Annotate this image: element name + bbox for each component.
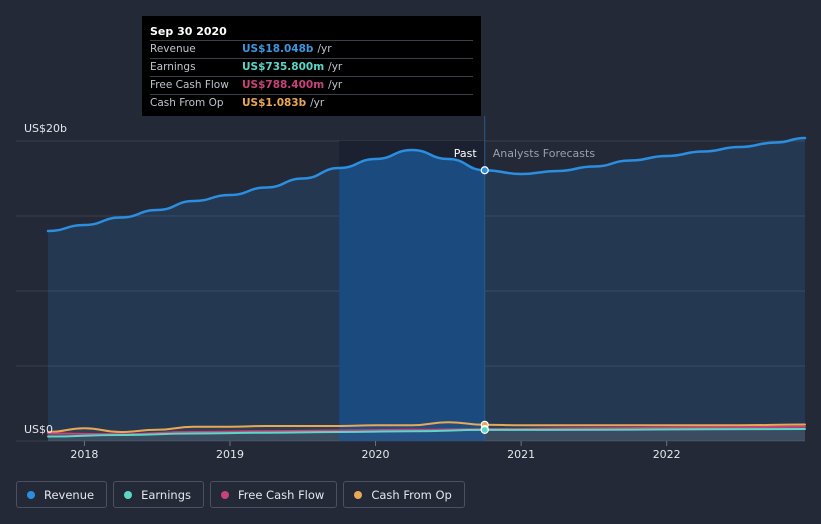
tooltip-row-free-cash-flow: Free Cash Flow US$788.400m /yr: [150, 76, 473, 94]
legend-dot-icon: [221, 490, 229, 499]
revenue-line: [46, 136, 807, 233]
legend-item-earnings[interactable]: Earnings: [113, 481, 204, 508]
x-tick-label: 2019: [216, 448, 244, 461]
series-areas: [48, 138, 805, 441]
x-tick-label: 2018: [70, 448, 98, 461]
tooltip-label: Earnings: [150, 61, 196, 73]
series-lines: [46, 136, 807, 438]
y-axis-label-bottom: US$0: [24, 423, 53, 436]
tooltip-row-earnings: Earnings US$735.800m /yr: [150, 58, 473, 76]
tooltip-unit: /yr: [310, 97, 325, 109]
legend-dot-icon: [124, 490, 133, 499]
legend-item-revenue[interactable]: Revenue: [16, 481, 108, 508]
x-tick-label: 2020: [362, 448, 390, 461]
x-tick-label: 2022: [653, 448, 681, 461]
tooltip-unit: /yr: [317, 43, 332, 55]
tooltip-value: US$735.800m: [242, 61, 325, 73]
tooltip-unit: /yr: [328, 61, 343, 73]
legend-label: Revenue: [44, 487, 95, 502]
tooltip-row-revenue: Revenue US$18.048b /yr: [150, 40, 473, 58]
free-cash-flow-line: [47, 425, 806, 436]
tooltip-unit: /yr: [328, 79, 343, 91]
legend-label: Cash From Op: [371, 487, 452, 502]
hover-markers: [480, 166, 489, 434]
tooltip-value: US$18.048b: [242, 43, 314, 55]
tooltip-row-cash-from-op: Cash From Op US$1.083b /yr: [150, 94, 473, 112]
earnings-marker: [480, 425, 489, 434]
tooltip-value: US$1.083b: [242, 97, 307, 109]
revenue-area-highlight: [339, 150, 485, 441]
cash-from-op-line: [47, 421, 806, 434]
legend-dot-icon: [354, 490, 363, 499]
legend: Revenue Earnings Free Cash Flow Cash Fro…: [16, 481, 471, 508]
tooltip-label: Free Cash Flow: [150, 79, 229, 91]
past-label: Past: [454, 147, 478, 160]
revenue-marker: [480, 166, 489, 175]
x-axis-ticks: 2018 2019 2020 2021 2022: [70, 441, 681, 461]
earnings-line: [47, 428, 806, 438]
legend-item-free-cash-flow[interactable]: Free Cash Flow: [210, 481, 338, 508]
tooltip: Sep 30 2020 Revenue US$18.048b /yr Earni…: [142, 16, 481, 116]
legend-label: Earnings: [141, 487, 191, 502]
tooltip-label: Revenue: [150, 43, 196, 55]
legend-label: Free Cash Flow: [238, 487, 325, 502]
legend-item-cash-from-op[interactable]: Cash From Op: [343, 481, 465, 508]
tooltip-value: US$788.400m: [242, 79, 325, 91]
tooltip-label: Cash From Op: [150, 97, 224, 109]
y-axis-label-top: US$20b: [24, 122, 67, 135]
tooltip-date: Sep 30 2020: [150, 25, 227, 38]
analysts-forecasts-label: Analysts Forecasts: [493, 147, 596, 160]
legend-dot-icon: [27, 490, 35, 499]
x-tick-label: 2021: [507, 448, 535, 461]
